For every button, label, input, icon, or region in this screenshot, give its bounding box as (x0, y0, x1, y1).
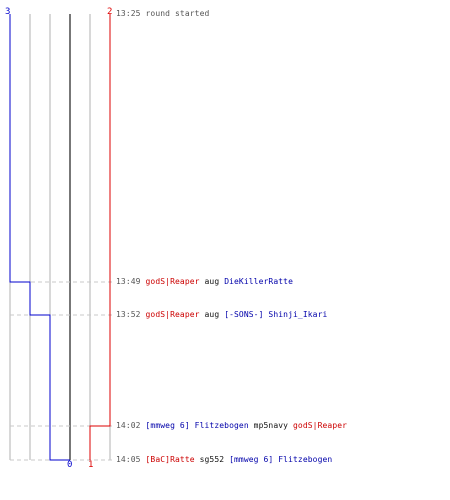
end-score-label: 0 (67, 460, 72, 470)
team-b-score-line (89, 14, 111, 460)
event-text-part: [mmweg 6] Flitzebogen (229, 455, 333, 464)
event-text-part: round started (145, 9, 210, 18)
event-text-part: godS|Reaper (145, 310, 200, 319)
event-time: 13:49 (116, 277, 146, 286)
event-text-part: sg552 (194, 455, 230, 464)
event-text-part: godS|Reaper (145, 277, 200, 286)
event-time: 13:25 (116, 9, 146, 18)
team-a-score-line (9, 14, 70, 461)
event-text-part: DieKillerRatte (224, 277, 294, 286)
event-text-part: mp5navy (248, 421, 293, 430)
event-text-part: aug (199, 310, 225, 319)
event-time: 14:02 (116, 421, 146, 430)
end-score-label: 1 (88, 460, 93, 470)
team-b-start-score: 2 (107, 7, 112, 17)
event-text-part: godS|Reaper (293, 421, 348, 430)
event-log-entry: 13:49 godS|Reaper aug DieKillerRatte (116, 277, 293, 287)
event-time: 14:05 (116, 455, 146, 464)
event-time: 13:52 (116, 310, 146, 319)
event-text-part: [BaC]Ratte (145, 455, 195, 464)
lane-grid (9, 14, 111, 460)
event-log-entry: 13:25 round started (116, 9, 209, 19)
event-text-part: [-SONS-] Shinji_Ikari (224, 310, 328, 319)
score-lines (9, 14, 111, 461)
event-guide-lines (10, 281, 114, 461)
event-log-entry: 14:05 [BaC]Ratte sg552 [mmweg 6] Flitzeb… (116, 455, 332, 465)
event-text-part: aug (199, 277, 225, 286)
team-a-start-score: 3 (5, 7, 10, 17)
event-log-entry: 13:52 godS|Reaper aug [-SONS-] Shinji_Ik… (116, 310, 327, 320)
event-log-entry: 14:02 [mmweg 6] Flitzebogen mp5navy godS… (116, 421, 347, 431)
event-text-part: [mmweg 6] Flitzebogen (145, 421, 249, 430)
